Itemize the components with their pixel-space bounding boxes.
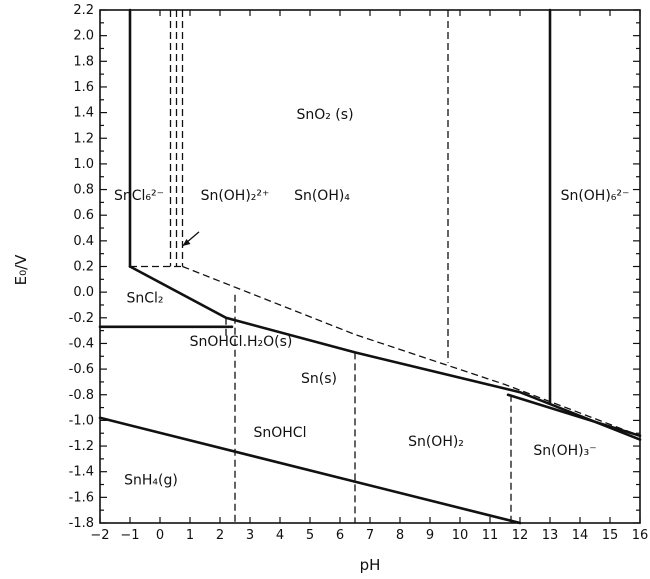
region-label-sn: Sn(s) — [301, 371, 337, 387]
region-label-snh4: SnH₄(g) — [124, 473, 178, 489]
region-label-snoh3: Sn(OH)₃⁻ — [533, 443, 596, 459]
x-tick-label: 12 — [512, 528, 529, 543]
y-tick-label: -1.0 — [69, 413, 94, 428]
x-tick-label: 2 — [216, 528, 224, 543]
region-label-snoh6: Sn(OH)₆²⁻ — [561, 188, 630, 204]
y-tick-label: 0.6 — [73, 208, 94, 223]
y-tick-label: 1.8 — [73, 54, 94, 69]
region-label-sncl6: SnCl₆²⁻ — [114, 188, 164, 204]
y-tick-label: -0.6 — [69, 362, 94, 377]
y-tick-label: 2.2 — [73, 3, 94, 18]
region-label-snoh2s: Sn(OH)₂ — [408, 434, 464, 450]
x-tick-label: 14 — [572, 528, 589, 543]
x-tick-label: 7 — [366, 528, 374, 543]
y-tick-label: 0.4 — [73, 234, 94, 249]
region-label-snohcl: SnOHCl — [254, 425, 307, 441]
x-tick-label: 0 — [156, 528, 164, 543]
y-tick-label: -0.4 — [69, 336, 94, 351]
region-label-snoh4: Sn(OH)₄ — [294, 188, 350, 204]
x-tick-label: 6 — [336, 528, 344, 543]
x-tick-label: −1 — [120, 528, 139, 543]
x-tick-label: 13 — [542, 528, 559, 543]
plot-frame — [99, 9, 641, 524]
y-tick-label: -0.2 — [69, 311, 94, 326]
pointer-arrow-head — [182, 238, 191, 246]
x-axis-title: pH — [360, 556, 381, 574]
x-tick-label: 1 — [186, 528, 194, 543]
y-tick-label: -1.2 — [69, 439, 94, 454]
y-tick-label: -1.4 — [69, 465, 94, 480]
boundary-solid — [128, 265, 642, 441]
x-tick-label: 9 — [426, 528, 434, 543]
x-tick-label: 8 — [396, 528, 404, 543]
boundary-solid — [98, 416, 522, 525]
y-tick-label: -1.6 — [69, 490, 94, 505]
y-tick-label: 1.6 — [73, 80, 94, 95]
boundary-solid — [506, 393, 642, 438]
region-label-sncl2: SnCl₂ — [126, 290, 163, 306]
y-tick-label: -1.8 — [69, 516, 94, 531]
y-tick-label: 1.4 — [73, 106, 94, 121]
y-axis-title: E₀/V — [12, 254, 30, 286]
y-tick-label: -0.8 — [69, 388, 94, 403]
x-tick-label: 10 — [452, 528, 469, 543]
x-tick-label: 5 — [306, 528, 314, 543]
x-tick-label: −2 — [90, 528, 109, 543]
y-tick-label: 0.0 — [73, 285, 94, 300]
boundary-dashed — [182, 265, 641, 437]
region-label-sno2: SnO₂ (s) — [296, 107, 353, 123]
x-tick-label: 16 — [632, 528, 649, 543]
y-tick-label: 1.2 — [73, 131, 94, 146]
region-label-snohclh2o: SnOHCl.H₂O(s) — [190, 334, 293, 350]
region-label-snoh2: Sn(OH)₂²⁺ — [201, 188, 270, 204]
x-tick-label: 15 — [602, 528, 619, 543]
x-tick-label: 3 — [246, 528, 254, 543]
y-tick-label: 1.0 — [73, 157, 94, 172]
y-tick-label: 0.8 — [73, 183, 94, 198]
y-tick-label: 2.0 — [73, 29, 94, 44]
y-tick-label: 0.2 — [73, 260, 94, 275]
x-tick-label: 4 — [276, 528, 284, 543]
x-tick-label: 11 — [482, 528, 499, 543]
